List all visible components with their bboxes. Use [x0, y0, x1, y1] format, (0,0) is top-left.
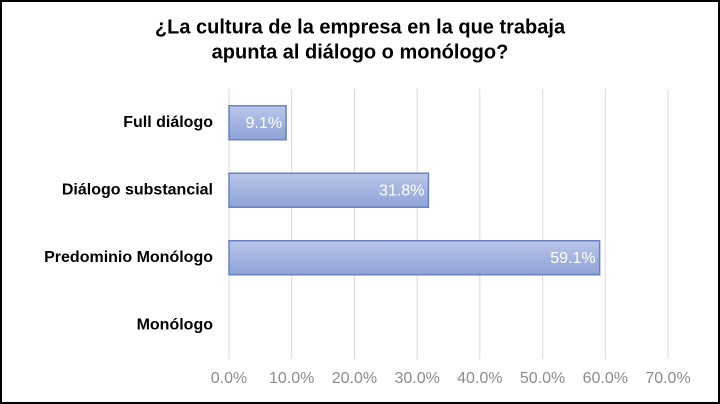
y-tick-label: Monólogo	[137, 316, 214, 333]
bar	[228, 105, 287, 141]
x-tick-label: 0.0%	[211, 370, 247, 387]
bar	[228, 240, 601, 276]
y-tick-label: Full diálogo	[123, 114, 213, 131]
chart-title: ¿La cultura de la empresa en la que trab…	[155, 16, 566, 38]
x-tick-label: 50.0%	[520, 370, 565, 387]
value-label: 31.8%	[379, 182, 424, 199]
x-tick-label: 70.0%	[645, 370, 690, 387]
value-label: 59.1%	[550, 250, 595, 267]
x-tick-label: 30.0%	[394, 370, 439, 387]
x-tick-label: 20.0%	[332, 370, 377, 387]
value-label: 9.1%	[246, 115, 282, 132]
y-tick-label: Predominio Monólogo	[44, 249, 213, 266]
bar	[228, 172, 430, 208]
x-tick-label: 60.0%	[583, 370, 628, 387]
y-tick-label: Diálogo substancial	[62, 181, 213, 198]
x-tick-label: 10.0%	[269, 370, 314, 387]
chart-title: apunta al diálogo o monólogo?	[212, 41, 509, 63]
x-tick-label: 40.0%	[457, 370, 502, 387]
